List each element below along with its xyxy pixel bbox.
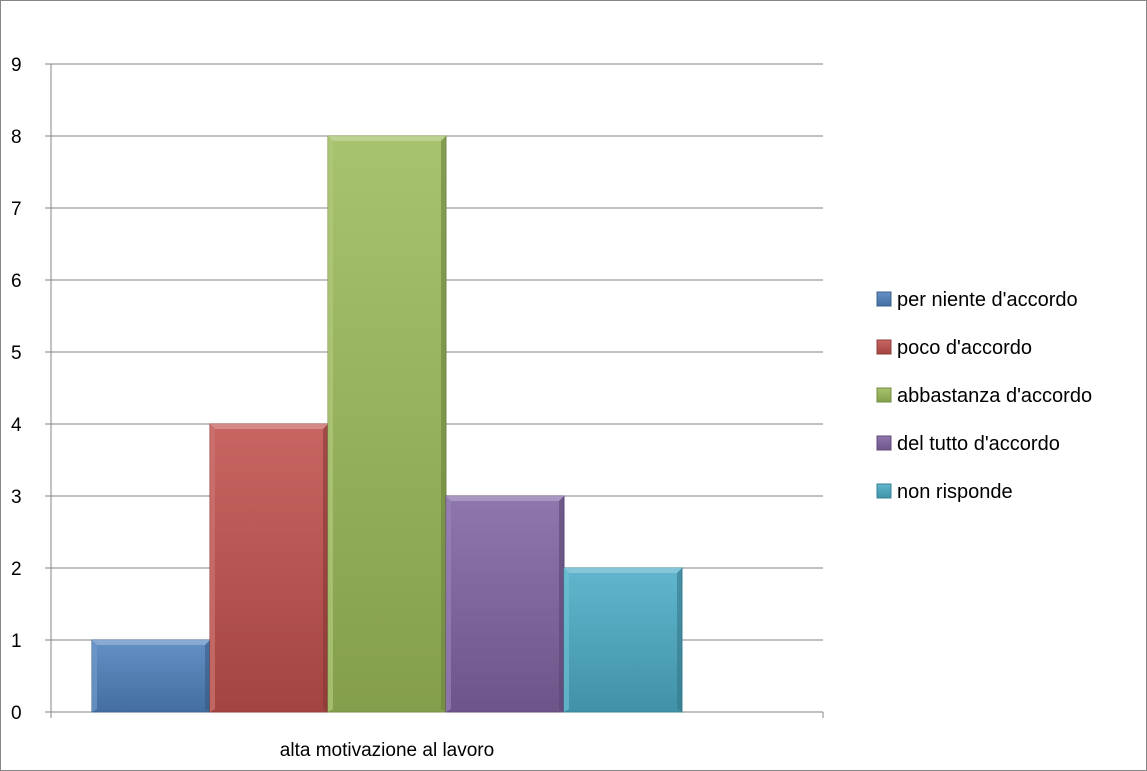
bar-bevel-top <box>564 568 682 573</box>
legend-item-label: non risponde <box>897 481 1013 503</box>
bar <box>563 567 683 713</box>
bar-non-risponde <box>563 567 683 713</box>
bar-del-tutto-d-accordo <box>445 495 565 713</box>
bar-bevel-left <box>564 568 569 712</box>
bar-bevel-left <box>446 496 451 712</box>
bar <box>445 495 565 713</box>
y-tick-label: 8 <box>11 127 22 148</box>
bar <box>91 639 211 713</box>
bar-bevel-top <box>328 136 446 141</box>
legend-swatch <box>876 291 892 307</box>
bar <box>327 135 447 713</box>
legend-item-label: del tutto d'accordo <box>897 433 1060 455</box>
bar-bevel-left <box>210 424 215 712</box>
bar-bevel-top <box>92 640 210 645</box>
bar-abbastanza-d-accordo <box>327 135 447 713</box>
bar-bevel-top <box>210 424 328 429</box>
bar-bevel-right <box>677 568 682 712</box>
bar-bevel-top <box>446 496 564 501</box>
x-category-label: alta motivazione al lavoro <box>280 740 494 761</box>
bar-bevel-left <box>92 640 97 712</box>
bar-bevel-right <box>323 424 328 712</box>
legend-item-label: per niente d'accordo <box>897 289 1078 311</box>
y-tick-label: 4 <box>11 415 22 436</box>
y-tick-label: 1 <box>11 631 22 652</box>
bar-poco-d-accordo <box>209 423 329 713</box>
bar <box>209 423 329 713</box>
legend-item-label: poco d'accordo <box>897 337 1032 359</box>
y-tick-label: 0 <box>11 703 22 724</box>
legend-swatch <box>876 387 892 403</box>
legend-swatch <box>876 435 892 451</box>
y-tick-label: 5 <box>11 343 22 364</box>
bar-bevel-right <box>441 136 446 712</box>
bar-bevel-right <box>559 496 564 712</box>
y-tick-label: 6 <box>11 271 22 292</box>
y-tick-label: 9 <box>11 55 22 76</box>
legend-swatch <box>876 483 892 499</box>
y-tick-label: 3 <box>11 487 22 508</box>
legend-swatch <box>876 339 892 355</box>
y-tick-label: 2 <box>11 559 22 580</box>
bar-bevel-right <box>205 640 210 712</box>
legend-item-label: abbastanza d'accordo <box>897 385 1092 407</box>
bar-bevel-left <box>328 136 333 712</box>
bar-per-niente-d-accordo <box>91 639 211 713</box>
y-tick-label: 7 <box>11 199 22 220</box>
